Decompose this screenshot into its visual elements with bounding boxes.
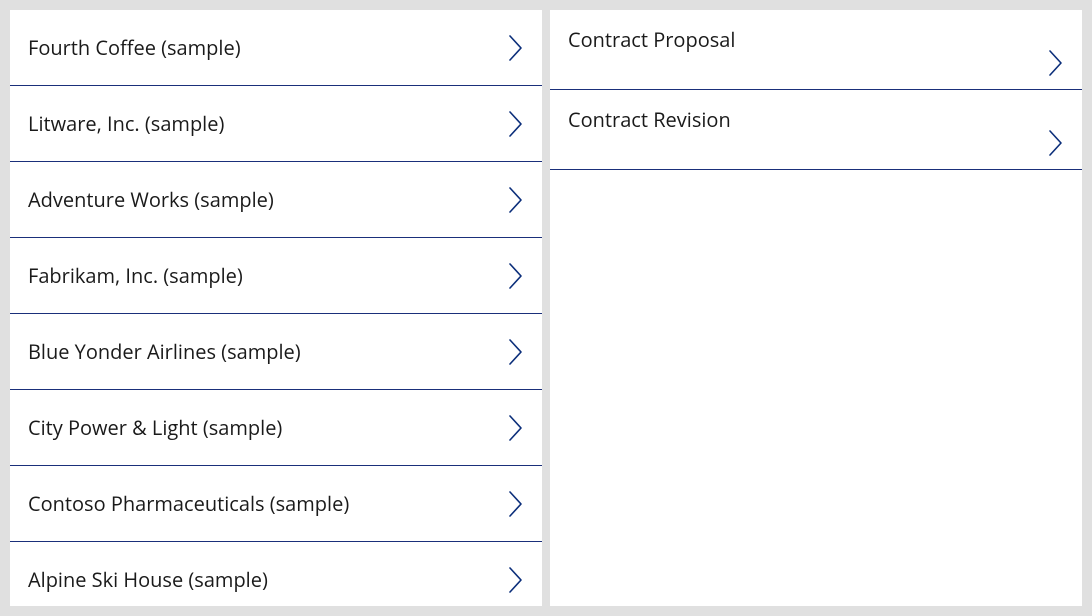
account-item[interactable]: Fabrikam, Inc. (sample) xyxy=(10,238,542,314)
account-item[interactable]: Contoso Pharmaceuticals (sample) xyxy=(10,466,542,542)
chevron-right-icon xyxy=(508,110,524,138)
chevron-right-icon xyxy=(508,490,524,518)
document-item-label: Contract Revision xyxy=(568,106,731,133)
chevron-right-icon xyxy=(508,566,524,594)
account-item-label: City Power & Light (sample) xyxy=(28,414,282,441)
chevron-right-icon xyxy=(508,186,524,214)
chevron-right-icon xyxy=(1048,129,1064,157)
account-item[interactable]: Adventure Works (sample) xyxy=(10,162,542,238)
documents-list-panel: Contract Proposal Contract Revision xyxy=(550,10,1082,606)
chevron-right-icon xyxy=(1048,49,1064,77)
chevron-right-icon xyxy=(508,338,524,366)
chevron-right-icon xyxy=(508,34,524,62)
account-item[interactable]: City Power & Light (sample) xyxy=(10,390,542,466)
document-item-label: Contract Proposal xyxy=(568,26,735,53)
account-item[interactable]: Litware, Inc. (sample) xyxy=(10,86,542,162)
account-item-label: Fabrikam, Inc. (sample) xyxy=(28,262,243,289)
document-item[interactable]: Contract Revision xyxy=(550,90,1082,170)
accounts-list-panel[interactable]: Fourth Coffee (sample) Litware, Inc. (sam… xyxy=(10,10,542,606)
account-item[interactable]: Fourth Coffee (sample) xyxy=(10,10,542,86)
account-item[interactable]: Alpine Ski House (sample) xyxy=(10,542,542,606)
account-item-label: Adventure Works (sample) xyxy=(28,186,274,213)
document-item[interactable]: Contract Proposal xyxy=(550,10,1082,90)
app-container: Fourth Coffee (sample) Litware, Inc. (sam… xyxy=(0,0,1092,616)
chevron-right-icon xyxy=(508,414,524,442)
account-item-label: Alpine Ski House (sample) xyxy=(28,566,268,593)
account-item[interactable]: Blue Yonder Airlines (sample) xyxy=(10,314,542,390)
account-item-label: Fourth Coffee (sample) xyxy=(28,34,241,61)
account-item-label: Litware, Inc. (sample) xyxy=(28,110,224,137)
account-item-label: Blue Yonder Airlines (sample) xyxy=(28,338,301,365)
chevron-right-icon xyxy=(508,262,524,290)
account-item-label: Contoso Pharmaceuticals (sample) xyxy=(28,490,349,517)
